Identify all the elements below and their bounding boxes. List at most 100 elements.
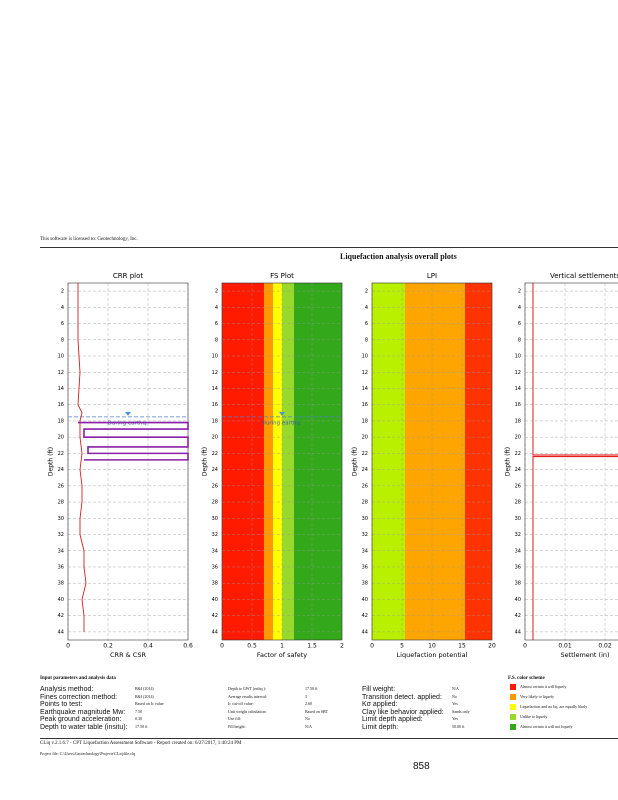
y-tick-label: 44 [362, 629, 368, 635]
rule [40, 247, 618, 248]
param-label: Kσ applied: [362, 701, 398, 708]
band [273, 283, 282, 640]
y-tick-label: 12 [515, 370, 521, 376]
band [405, 283, 465, 640]
y-tick-label: 20 [515, 435, 521, 441]
y-tick-label: 22 [212, 451, 218, 457]
y-tick-label: 22 [58, 451, 64, 457]
plot-frame [221, 282, 343, 641]
x-axis-label: Settlement (in) [560, 651, 609, 659]
y-tick-label: 40 [212, 597, 218, 603]
y-tick-label: 38 [58, 581, 64, 587]
y-tick-label: 2 [518, 289, 521, 295]
param-label: Ic cut-off value: [228, 701, 254, 706]
y-tick-label: 14 [212, 386, 218, 392]
y-tick-label: 8 [365, 337, 368, 343]
y-tick-label: 4 [518, 305, 521, 311]
y-tick-label: 2 [215, 289, 218, 295]
x-tick-label: 0.6 [183, 643, 193, 650]
y-axis-label: Depth (ft) [48, 447, 55, 476]
y-tick-label: 32 [362, 532, 368, 538]
y-tick-label: 42 [515, 613, 521, 619]
y-tick-label: 36 [362, 564, 368, 570]
band [222, 283, 264, 640]
param-value: 0.30 [135, 716, 142, 721]
param-value: Yes [452, 701, 458, 706]
y-tick-label: 40 [515, 597, 521, 603]
y-tick-label: 36 [515, 564, 521, 570]
param-label: Clay like behavior applied: [362, 708, 444, 716]
y-tick-label: 44 [515, 629, 521, 635]
param-label: Limit depth: [362, 723, 399, 731]
y-tick-label: 8 [518, 337, 521, 343]
y-tick-label: 8 [61, 337, 64, 343]
y-tick-label: 10 [362, 354, 368, 360]
line [78, 421, 189, 461]
param-value: 2.60 [305, 701, 312, 706]
plot-frame [524, 282, 618, 641]
x-tick-label: 0.4 [143, 643, 153, 650]
param-value: B&I (2014) [135, 686, 154, 691]
y-tick-label: 14 [58, 386, 64, 392]
plot-frame [371, 282, 493, 641]
y-tick-label: 14 [362, 386, 368, 392]
y-tick-label: 44 [58, 629, 64, 635]
y-tick-label: 2 [61, 289, 64, 295]
param-label: Fill weight: [362, 686, 396, 693]
water-marker [125, 411, 131, 416]
param-value: No [305, 716, 310, 721]
y-tick-label: 42 [362, 613, 368, 619]
y-tick-label: 24 [58, 467, 64, 473]
y-axis-label: Depth (ft) [202, 447, 209, 476]
y-tick-label: 6 [215, 321, 218, 327]
y-tick-label: 30 [58, 516, 64, 522]
scheme-label: Unlike to liquefy [520, 714, 548, 719]
y-tick-label: 16 [58, 402, 64, 408]
scheme-title: F.S. color scheme [508, 676, 545, 681]
scheme-label: Almost certain it will not liquefy [520, 724, 573, 729]
plot-title: Vertical settlements [550, 272, 618, 280]
param-label: Transition detect. applied: [362, 693, 442, 701]
y-tick-label: 4 [61, 305, 64, 311]
param-value: B&I (2014) [135, 693, 154, 699]
band [465, 283, 492, 640]
y-tick-label: 28 [515, 500, 521, 506]
y-tick-label: 4 [365, 305, 368, 311]
y-tick-label: 38 [515, 581, 521, 587]
y-tick-label: 20 [362, 435, 368, 441]
x-tick-label: 0 [523, 643, 527, 650]
x-tick-label: 15 [458, 643, 466, 650]
license: This software is licensed to: Geotechnol… [40, 237, 138, 242]
param-label: Average results interval: [228, 693, 268, 699]
param-value: 7.50 [135, 708, 142, 714]
y-tick-label: 26 [212, 483, 218, 489]
y-tick-label: 6 [61, 321, 64, 327]
x-axis-label: Factor of safety [257, 651, 307, 659]
param-value: 17.50 ft [305, 686, 318, 691]
y-tick-label: 28 [362, 500, 368, 506]
x-tick-label: 20 [488, 643, 496, 650]
scheme-label: Very likely to liquefy [520, 694, 555, 699]
y-tick-label: 40 [58, 597, 64, 603]
y-tick-label: 12 [362, 370, 368, 376]
y-tick-label: 34 [515, 548, 521, 554]
title: Liquefaction analysis overall plots [340, 252, 457, 261]
y-tick-label: 28 [212, 500, 218, 506]
x-tick-label: 0 [370, 643, 374, 650]
y-tick-label: 34 [58, 548, 64, 554]
param-value: No [452, 693, 457, 699]
y-tick-label: 16 [362, 402, 368, 408]
line [532, 283, 618, 640]
project: Project file: C:\Users\Geotechnology\Pro… [40, 751, 135, 756]
y-axis-label: Depth (ft) [352, 447, 359, 476]
annotation: During earthq. [108, 420, 148, 426]
plots: CRR plot24681012141618202224262830323436… [48, 272, 618, 659]
param-value: 3 [305, 693, 307, 699]
param-label: Earthquake magnitude Mw: [40, 708, 126, 716]
y-tick-label: 26 [58, 483, 64, 489]
x-tick-label: 10 [428, 643, 436, 650]
x-tick-label: 2 [340, 643, 344, 650]
x-axis-label: CRR & CSR [110, 651, 146, 659]
y-tick-label: 16 [212, 402, 218, 408]
